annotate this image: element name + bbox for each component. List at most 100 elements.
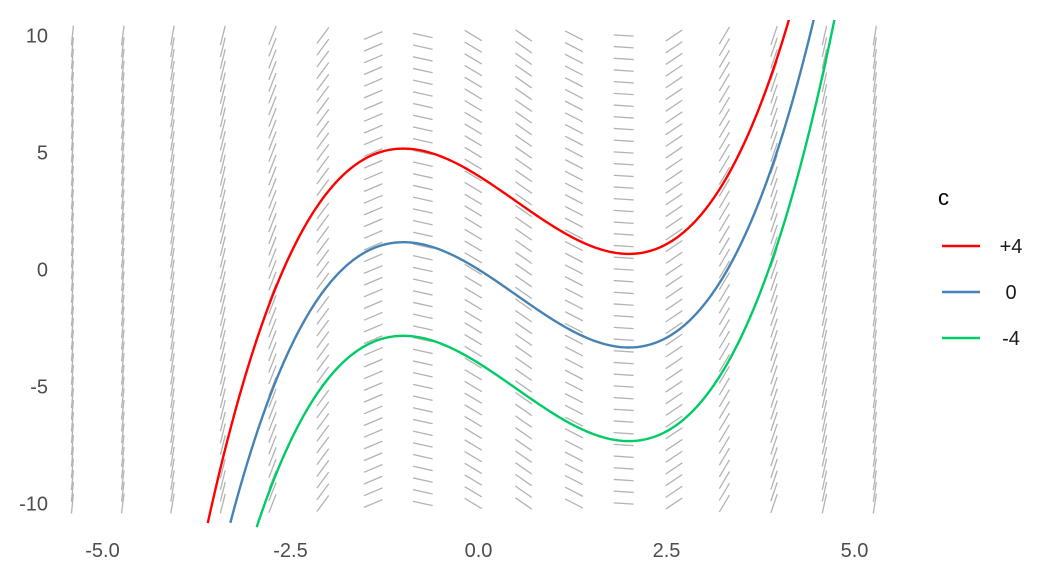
slope-segment	[316, 38, 330, 56]
slope-segment	[170, 435, 175, 455]
slope-segment	[464, 287, 483, 299]
slope-segment	[872, 37, 877, 58]
slope-segment	[821, 353, 828, 374]
slope-segment	[363, 288, 383, 298]
slope-segment	[219, 177, 226, 198]
slope-segment	[316, 85, 330, 103]
slope-segment	[613, 350, 634, 353]
slope-segment	[564, 30, 584, 41]
slope-segment	[515, 157, 533, 171]
slope-segment	[821, 189, 828, 210]
slope-segment	[464, 275, 483, 287]
slope-segment	[770, 236, 778, 256]
slope-segment	[70, 130, 75, 151]
slope-segment	[316, 237, 330, 255]
slope-segment	[564, 486, 584, 497]
slope-segment	[316, 319, 330, 337]
slope-segment	[464, 123, 483, 135]
slope-segment	[564, 416, 584, 427]
slope-segment	[170, 364, 175, 385]
slope-segment	[70, 481, 75, 502]
slope-segment	[821, 271, 828, 292]
slope-segment	[613, 315, 634, 318]
slope-segment	[363, 475, 383, 485]
slope-segment	[316, 296, 330, 314]
slope-segment	[718, 213, 731, 232]
slope-segment	[821, 294, 828, 315]
slope-segment	[564, 334, 584, 345]
slope-segment	[515, 193, 533, 206]
slope-segment	[872, 107, 877, 128]
slope-segment	[872, 493, 877, 514]
slope-segment	[316, 307, 330, 325]
slope-segment	[170, 130, 175, 151]
slope-segment	[564, 357, 584, 369]
slope-segment	[316, 471, 330, 489]
slope-segment	[363, 136, 383, 146]
slope-segment	[316, 459, 330, 477]
slope-segment	[120, 271, 125, 292]
slope-segment	[316, 50, 330, 68]
slope-segment	[412, 383, 433, 390]
slope-segment	[170, 458, 175, 479]
slope-segment	[718, 260, 731, 279]
slope-segment	[821, 224, 828, 245]
slope-segment	[120, 434, 125, 456]
slope-segment	[821, 119, 828, 140]
slope-segment	[564, 194, 584, 205]
slope-segment	[412, 184, 433, 191]
slope-segment	[665, 380, 683, 393]
slope-segment	[770, 25, 778, 46]
x-axis: -5.0 -2.5 0.0 2.5 5.0	[85, 540, 868, 562]
slope-segment	[464, 193, 483, 205]
slope-segment	[219, 458, 226, 479]
slope-segment	[464, 88, 483, 100]
slope-segment	[120, 130, 125, 151]
slope-segment	[821, 130, 828, 151]
slope-segment	[718, 412, 731, 431]
slope-segment	[665, 427, 683, 440]
slope-segment	[170, 107, 175, 128]
slope-segment	[718, 319, 731, 337]
legend-entry: 0	[942, 282, 1017, 304]
slope-segment	[718, 73, 731, 92]
slope-segment	[363, 183, 383, 193]
slope-segment	[770, 306, 778, 326]
slope-segment	[268, 213, 277, 233]
slope-segment	[412, 430, 433, 437]
slope-segment	[70, 119, 75, 140]
slope-segment	[613, 57, 634, 61]
slope-segment	[316, 144, 330, 161]
slope-segment	[316, 495, 330, 512]
slope-segment	[268, 142, 277, 163]
slope-segment	[515, 333, 533, 346]
slope-segment	[821, 154, 828, 175]
slope-segment	[515, 29, 533, 42]
slope-segment	[464, 217, 483, 229]
slope-segment	[613, 34, 634, 37]
slope-segment	[170, 271, 175, 292]
slope-segment	[665, 228, 683, 241]
slope-segment	[412, 149, 433, 156]
slope-segment	[718, 248, 731, 267]
slope-segment	[363, 393, 383, 403]
slope-segment	[515, 345, 533, 358]
slope-segment	[170, 411, 175, 432]
slope-segment	[363, 194, 383, 204]
slope-segment	[515, 76, 533, 89]
slope-segment	[412, 67, 433, 74]
slope-segment	[718, 108, 731, 127]
slope-segment	[564, 498, 584, 509]
slope-segment	[363, 487, 383, 497]
slope-segment	[872, 481, 877, 502]
slope-segment	[316, 155, 330, 173]
slope-segment	[821, 493, 828, 514]
slope-segment	[268, 365, 277, 385]
slope-segment	[219, 411, 226, 432]
slope-segment	[120, 142, 125, 163]
slope-segment	[770, 423, 778, 443]
slope-segment	[665, 403, 683, 417]
slope-segment	[316, 261, 330, 278]
slope-segment	[564, 381, 584, 392]
slope-segment	[872, 154, 877, 175]
